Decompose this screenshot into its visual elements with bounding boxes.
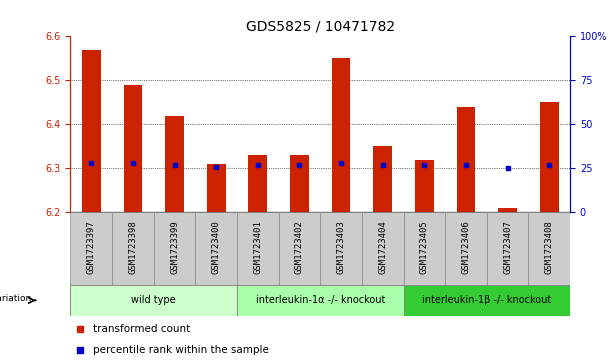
Bar xyxy=(320,212,362,285)
Text: GSM1723405: GSM1723405 xyxy=(420,220,429,274)
Bar xyxy=(487,212,528,285)
Bar xyxy=(403,285,570,316)
Bar xyxy=(415,159,434,212)
Text: transformed count: transformed count xyxy=(93,324,190,334)
Bar xyxy=(237,212,279,285)
Text: GSM1723400: GSM1723400 xyxy=(211,220,221,274)
Bar xyxy=(290,155,309,212)
Bar xyxy=(154,212,196,285)
Bar xyxy=(82,49,101,212)
Text: interleukin-1β -/- knockout: interleukin-1β -/- knockout xyxy=(422,295,552,305)
Bar xyxy=(403,212,445,285)
Bar xyxy=(498,208,517,212)
Bar xyxy=(112,212,154,285)
Bar xyxy=(362,212,403,285)
Bar xyxy=(540,102,558,212)
Bar xyxy=(373,146,392,212)
Text: interleukin-1α -/- knockout: interleukin-1α -/- knockout xyxy=(256,295,385,305)
Text: GSM1723407: GSM1723407 xyxy=(503,220,512,274)
Title: GDS5825 / 10471782: GDS5825 / 10471782 xyxy=(246,20,395,34)
Text: GSM1723404: GSM1723404 xyxy=(378,220,387,274)
Bar xyxy=(237,285,403,316)
Text: GSM1723401: GSM1723401 xyxy=(253,220,262,274)
Bar xyxy=(70,285,237,316)
Text: GSM1723402: GSM1723402 xyxy=(295,220,304,274)
Text: GSM1723408: GSM1723408 xyxy=(545,220,554,274)
Bar xyxy=(332,58,351,212)
Bar xyxy=(70,212,112,285)
Bar xyxy=(124,85,142,212)
Text: genotype/variation: genotype/variation xyxy=(0,294,32,303)
Bar xyxy=(248,155,267,212)
Text: percentile rank within the sample: percentile rank within the sample xyxy=(93,345,269,355)
Text: GSM1723399: GSM1723399 xyxy=(170,220,179,274)
Bar xyxy=(166,115,184,212)
Text: GSM1723406: GSM1723406 xyxy=(462,220,471,274)
Bar xyxy=(528,212,570,285)
Bar xyxy=(279,212,321,285)
Bar xyxy=(207,164,226,212)
Text: GSM1723397: GSM1723397 xyxy=(87,220,96,274)
Bar xyxy=(196,212,237,285)
Text: wild type: wild type xyxy=(131,295,176,305)
Bar xyxy=(445,212,487,285)
Text: GSM1723398: GSM1723398 xyxy=(129,220,137,274)
Bar xyxy=(457,107,475,212)
Text: GSM1723403: GSM1723403 xyxy=(337,220,346,274)
